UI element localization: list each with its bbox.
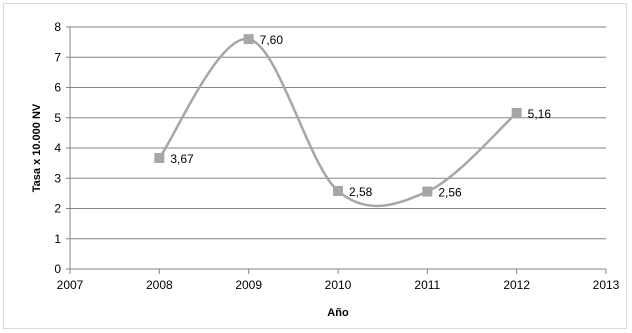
y-tick-label: 0 (54, 262, 61, 276)
y-tick-label: 8 (54, 20, 61, 34)
y-tick-label: 2 (54, 202, 61, 216)
x-tick-label: 2012 (503, 278, 530, 292)
data-labels: 3,67 7,60 2,58 2,56 5,16 (170, 33, 551, 199)
data-marker (333, 185, 343, 196)
axes (66, 26, 607, 274)
x-tick-label: 2009 (235, 278, 262, 292)
x-axis-title: Año (327, 307, 349, 319)
data-marker (243, 34, 254, 45)
y-tick-label: 4 (54, 141, 61, 155)
y-tick-labels: 0 1 2 3 4 5 6 7 8 (54, 20, 61, 276)
y-tick-label: 3 (54, 171, 61, 185)
y-axis-title: Tasa x 10.000 NV (31, 103, 43, 192)
x-tick-labels: 2007 2008 2009 2010 2011 2012 2013 (57, 278, 620, 292)
x-tick-label: 2011 (414, 278, 440, 292)
y-tick-label: 1 (54, 232, 61, 246)
x-tick-label: 2010 (325, 278, 352, 292)
series-line (158, 37, 518, 208)
data-label: 7,60 (260, 33, 284, 47)
data-label: 5,16 (528, 107, 552, 121)
y-tick-label: 7 (54, 50, 61, 64)
x-tick-label: 2013 (593, 278, 620, 292)
series-group (154, 34, 522, 208)
data-marker (154, 152, 165, 163)
y-tick-label: 5 (54, 111, 61, 125)
gridlines (70, 26, 606, 240)
x-tick-label: 2008 (146, 278, 173, 292)
data-label: 3,67 (170, 152, 194, 166)
data-label: 2,58 (349, 185, 373, 199)
y-tick-label: 6 (54, 81, 61, 95)
data-label: 2,56 (438, 186, 462, 200)
data-marker (511, 107, 522, 118)
data-marker (422, 186, 433, 197)
x-tick-label: 2007 (57, 278, 84, 292)
